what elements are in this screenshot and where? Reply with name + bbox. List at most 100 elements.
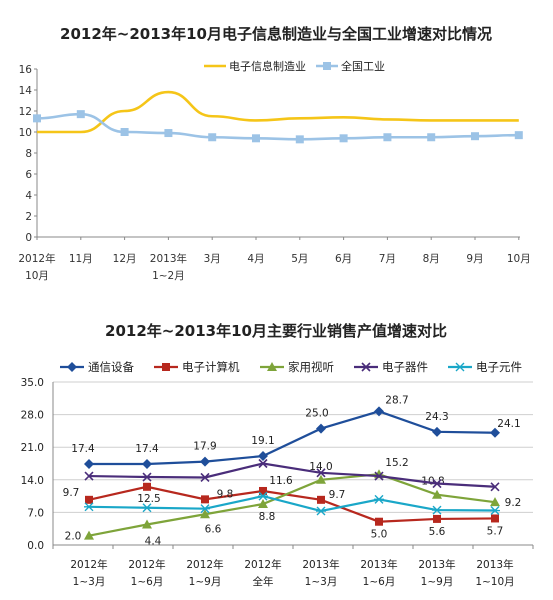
chart2-series-line-3 <box>88 462 496 488</box>
chart2-point-1 <box>85 495 93 504</box>
chart2-legend-marker-2 <box>267 362 277 371</box>
chart1-y-tick-label: 6 <box>25 169 32 181</box>
chart2-data-label-0: 28.7 <box>385 394 408 406</box>
chart2-data-label-1: 9.7 <box>63 487 80 499</box>
chart2-data-label-0: 17.4 <box>71 443 95 455</box>
chart2-series-line-0 <box>89 410 496 466</box>
chart1-point-1 <box>208 133 217 142</box>
chart2-point-0 <box>258 451 268 462</box>
chart1-legend-marker-1 <box>323 62 331 70</box>
chart2-x-tick-label: 2012年 1~9月 <box>186 558 223 588</box>
chart1-title: 2012年~2013年10月电子信息制造业与全国工业增速对比情况 <box>60 25 492 43</box>
chart2-point-1 <box>143 482 151 491</box>
chart1-point-1 <box>471 132 479 141</box>
chart2-data-label-1: 9.8 <box>217 488 234 500</box>
chart2-point-3 <box>84 471 94 481</box>
chart1-x-tick-label: 11月 <box>69 253 93 265</box>
chart1-series-line-1 <box>36 112 519 141</box>
chart2-data-label-2: 8.8 <box>259 511 276 523</box>
chart2-point-0 <box>200 456 210 467</box>
chart2-data-label-1: 12.5 <box>137 493 160 505</box>
chart1-point-1 <box>339 134 348 143</box>
chart1-x-tick-label: 12月 <box>113 253 137 265</box>
chart1-y-tick-label: 16 <box>19 64 33 76</box>
chart2-legend-marker-1 <box>162 363 170 371</box>
chart1-legend-label: 全国工业 <box>341 59 385 73</box>
chart1-series-line-0 <box>37 90 519 134</box>
chart2-point-1 <box>491 514 499 523</box>
chart2-point-0 <box>84 458 94 469</box>
chart2-point-2 <box>258 499 268 509</box>
chart1-x-tick-label: 7月 <box>379 253 396 265</box>
chart1-x-tick-label: 2012年 10月 <box>18 252 55 282</box>
chart1-x-tick-label: 2013年 1~2月 <box>150 252 187 282</box>
chart2-point-2 <box>200 509 210 519</box>
chart2-y-tick-label: 7.0 <box>27 507 44 519</box>
chart2-data-label-2: 14.0 <box>309 461 332 473</box>
chart1-y-tick-label: 4 <box>25 190 32 202</box>
chart1-point-1 <box>33 114 41 123</box>
chart1-point-1 <box>120 128 129 136</box>
chart2-y-tick-label: 28.0 <box>21 410 44 422</box>
chart1-legend-label: 电子信息制造业 <box>229 59 306 73</box>
chart2-y-tick-label: 35.0 <box>21 377 44 389</box>
chart2-series-line-1 <box>88 485 496 523</box>
chart2-point-2 <box>490 497 500 507</box>
chart2-legend-marker-3 <box>361 362 371 372</box>
chart2-legend-label: 电子计算机 <box>182 360 240 374</box>
chart2-data-label-0: 24.3 <box>425 411 448 423</box>
chart2-x-tick-label: 2012年全年 <box>244 558 281 588</box>
chart2-x-tick-label: 2013年 1~9月 <box>418 558 455 588</box>
chart2-point-1 <box>375 517 383 526</box>
chart1-y-tick-label: 14 <box>19 85 33 97</box>
chart2-point-3 <box>200 472 210 483</box>
chart1-point-1 <box>252 134 260 143</box>
chart1-point-1 <box>76 110 85 119</box>
chart2-x-tick-label: 2013年 1~10月 <box>475 558 514 588</box>
chart2-point-4 <box>432 505 442 515</box>
chart2-legend-label: 电子元件 <box>476 360 522 374</box>
chart2-point-4 <box>258 491 268 501</box>
chart2-point-4 <box>490 506 500 516</box>
chart2-data-label-0: 25.0 <box>305 408 328 420</box>
chart2-data-label-1: 5.6 <box>429 526 446 538</box>
chart2-point-3 <box>316 468 326 478</box>
chart2-series-line-2 <box>88 473 496 537</box>
chart2-data-label-0: 17.4 <box>135 443 159 455</box>
chart1-point-1 <box>383 133 392 142</box>
chart2-point-4 <box>374 494 384 504</box>
chart2-point-4 <box>200 504 210 514</box>
chart2-legend-label: 通信设备 <box>88 360 134 374</box>
chart1-y-tick-label: 0 <box>25 232 32 244</box>
chart2-data-label-0: 19.1 <box>251 435 274 447</box>
chart1-x-tick-label: 6月 <box>335 253 352 265</box>
chart2-data-label-0: 17.9 <box>193 441 216 453</box>
chart1-x-tick-label: 9月 <box>466 253 483 265</box>
chart2-point-3 <box>258 458 268 469</box>
chart2-y-tick-label: 14.0 <box>21 475 44 487</box>
chart2-point-1 <box>433 514 441 523</box>
chart2-legend-marker-4 <box>455 362 465 372</box>
chart1-point-1 <box>295 135 304 144</box>
chart2-data-label-1: 9.7 <box>329 489 346 501</box>
chart2-point-1 <box>259 486 267 495</box>
chart2-point-0 <box>490 427 500 438</box>
chart1-point-1 <box>514 131 523 140</box>
chart2-legend-label: 家用视听 <box>288 360 334 374</box>
chart2-point-1 <box>317 495 325 504</box>
chart1-y-tick-label: 12 <box>19 106 32 118</box>
chart2-point-1 <box>201 495 209 504</box>
chart1-x-tick-label: 8月 <box>423 253 440 265</box>
chart2-point-0 <box>316 423 326 434</box>
chart1-point-1 <box>427 133 436 142</box>
chart-industry-sales-growth: 2012年~2013年10月主要行业销售产值增速对比 0.0 7.0 14.0 21.… <box>21 322 534 588</box>
chart2-point-4 <box>142 503 152 513</box>
chart2-data-label-1: 5.7 <box>487 525 504 537</box>
chart2-point-2 <box>316 474 326 484</box>
chart-electronics-vs-industry: 2012年~2013年10月电子信息制造业与全国工业增速对比情况 0 2 4 6 8 10… <box>18 25 530 282</box>
chart2-point-3 <box>374 471 384 481</box>
chart2-y-tick-label: 0.0 <box>27 540 44 552</box>
chart2-y-tick-label: 21.0 <box>21 442 44 454</box>
chart2-data-label-2: 4.4 <box>145 536 162 548</box>
